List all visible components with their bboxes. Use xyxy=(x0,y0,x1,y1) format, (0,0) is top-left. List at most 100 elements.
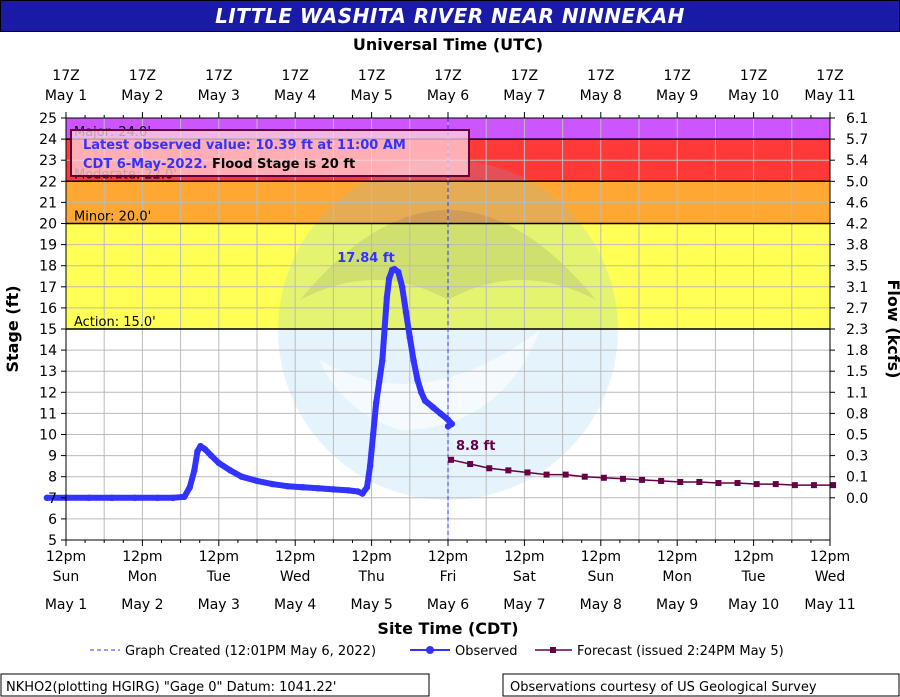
y-tick-label: 5 xyxy=(48,533,57,549)
x-tick-time: 12pm xyxy=(122,549,162,565)
legend-forecast: Forecast (issued 2:24PM May 5) xyxy=(577,644,784,659)
y-tick-label: 17 xyxy=(39,280,57,296)
top-tick-date: May 11 xyxy=(804,88,855,104)
observed-point xyxy=(418,389,425,396)
x-tick-day: Fri xyxy=(440,569,457,585)
observed-point xyxy=(197,442,204,450)
latest-observation-line1: Latest observed value: 10.39 ft at 11:00… xyxy=(83,138,406,153)
x-tick-time: 12pm xyxy=(46,549,86,565)
forecast-point xyxy=(448,456,455,463)
observed-point xyxy=(395,268,402,276)
forecast-point xyxy=(639,476,646,483)
forecast-point xyxy=(467,461,474,468)
observed-point xyxy=(299,484,307,491)
flood-stage-note: Flood Stage is 20 ft xyxy=(207,157,355,172)
observed-point xyxy=(372,399,380,407)
peak-label: 17.84 ft xyxy=(337,251,395,266)
legend-observed: Observed xyxy=(455,644,518,659)
observed-point xyxy=(284,482,291,490)
forecast-point xyxy=(505,467,512,474)
y2-tick-label: 5.7 xyxy=(846,132,868,148)
y2-tick-label: 1.5 xyxy=(846,364,868,380)
y-tick-label: 24 xyxy=(39,132,57,148)
observed-point xyxy=(227,467,234,474)
latest-observation-box: Latest observed value: 10.39 ft at 11:00… xyxy=(70,129,470,177)
observed-point xyxy=(154,494,161,501)
x-tick-time: 12pm xyxy=(581,549,621,565)
top-tick-time: 17Z xyxy=(740,68,767,84)
y2-axis-title: Flow (kcfs) xyxy=(884,280,900,379)
forecast-point xyxy=(600,474,607,481)
forecast-point xyxy=(562,471,569,478)
y-tick-label: 21 xyxy=(39,195,57,211)
observed-point xyxy=(238,473,245,480)
y2-tick-label: 0.0 xyxy=(846,491,868,507)
x-tick-date: May 11 xyxy=(804,597,855,613)
x-tick-day: Mon xyxy=(128,569,158,585)
top-tick-date: May 4 xyxy=(274,88,316,104)
forecast-point xyxy=(677,478,684,485)
x-tick-time: 12pm xyxy=(428,549,468,565)
observed-point xyxy=(169,494,177,501)
y2-tick-label: 1.8 xyxy=(846,343,868,359)
y-tick-label: 6 xyxy=(48,512,57,528)
observed-point xyxy=(186,484,193,491)
x-tick-time: 12pm xyxy=(810,549,850,565)
forecast-point xyxy=(581,473,588,480)
x-tick-day: Wed xyxy=(280,569,311,585)
y-tick-label: 10 xyxy=(39,428,57,444)
y2-tick-label: 2.3 xyxy=(846,322,868,338)
observed-point xyxy=(269,480,276,488)
forecast-point xyxy=(658,477,665,484)
top-tick-date: May 10 xyxy=(728,88,779,104)
observed-point xyxy=(366,462,374,470)
y2-tick-label: 0.5 xyxy=(846,428,868,444)
top-tick-date: May 2 xyxy=(121,88,163,104)
y2-tick-label: 0.8 xyxy=(846,406,868,422)
series-observed xyxy=(43,265,456,501)
x-tick-day: Mon xyxy=(662,569,692,585)
x-tick-date: May 10 xyxy=(728,597,779,613)
y2-tick-label: 3.5 xyxy=(846,259,868,275)
x-tick-date: May 1 xyxy=(45,597,87,613)
plot-border xyxy=(65,117,831,541)
observed-point xyxy=(379,357,386,364)
observed-point xyxy=(410,357,417,364)
observed-point xyxy=(385,275,393,282)
y2-tick-label: 2.7 xyxy=(846,301,868,317)
observed-point xyxy=(207,452,215,459)
top-tick-time: 17Z xyxy=(281,68,308,84)
observed-point xyxy=(381,325,388,333)
y2-tick-label: 0.1 xyxy=(846,470,868,486)
top-tick-time: 17Z xyxy=(129,68,156,84)
forecast-point xyxy=(486,465,493,472)
x-tick-day: Sat xyxy=(513,569,536,585)
observed-point xyxy=(330,486,337,493)
x-tick-day: Wed xyxy=(815,569,846,585)
observed-point xyxy=(406,334,413,341)
observed-point xyxy=(108,494,116,501)
observed-point xyxy=(131,494,138,501)
forecast-start-label: 8.8 ft xyxy=(456,439,495,454)
y-tick-label: 19 xyxy=(39,238,57,254)
y-tick-label: 14 xyxy=(39,343,57,359)
y-tick-label: 16 xyxy=(39,301,57,317)
chart-title: LITTLE WASHITA RIVER NEAR NINNEKAH xyxy=(0,0,900,32)
top-tick-date: May 9 xyxy=(656,88,698,104)
y2-tick-label: 3.1 xyxy=(846,280,868,296)
observed-point xyxy=(444,416,452,423)
y2-tick-label: 3.8 xyxy=(846,238,868,254)
observed-point xyxy=(215,459,222,467)
forecast-point xyxy=(830,482,837,489)
y-tick-label: 22 xyxy=(39,174,57,190)
observed-point xyxy=(191,467,198,474)
y-tick-label: 11 xyxy=(39,406,57,422)
observed-point xyxy=(421,397,429,404)
observed-point xyxy=(383,294,391,301)
x-tick-time: 12pm xyxy=(733,549,773,565)
y2-tick-label: 4.2 xyxy=(846,217,868,233)
forecast-point xyxy=(619,475,626,482)
y2-tick-label: 6.1 xyxy=(846,111,868,127)
